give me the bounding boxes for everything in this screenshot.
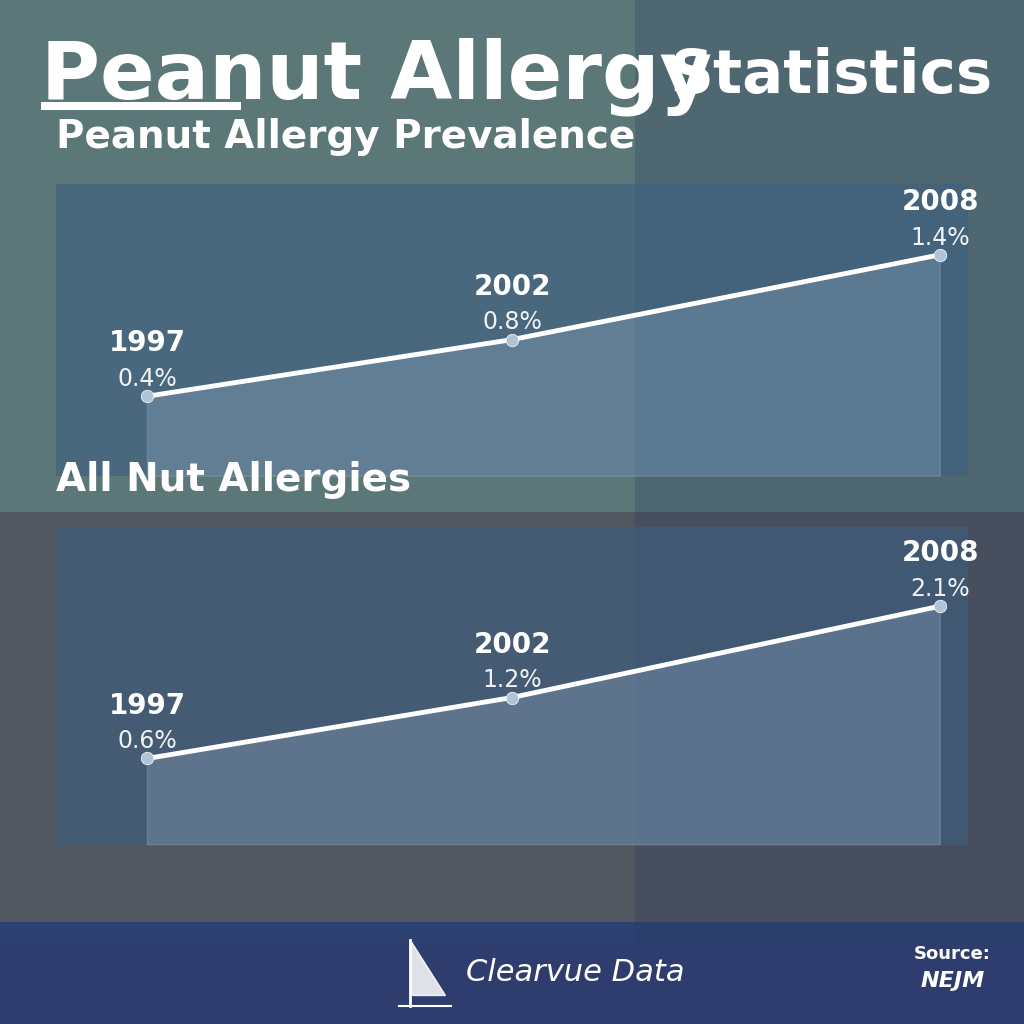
Polygon shape (147, 606, 940, 845)
Text: Statistics: Statistics (670, 47, 993, 106)
Text: 1.4%: 1.4% (910, 225, 970, 250)
Text: 2002: 2002 (473, 631, 551, 658)
Text: 1.2%: 1.2% (482, 669, 542, 692)
Bar (0, 0, 1024, 563)
Polygon shape (147, 255, 940, 476)
Text: 2002: 2002 (473, 272, 551, 301)
Text: Peanut Allergy Prevalence: Peanut Allergy Prevalence (56, 118, 636, 156)
Text: 2008: 2008 (901, 187, 979, 216)
Bar (56, 184, 968, 476)
Text: All Nut Allergies: All Nut Allergies (56, 461, 412, 499)
Bar (56, 527, 968, 845)
Text: 0.6%: 0.6% (118, 729, 177, 754)
Text: 2.1%: 2.1% (910, 577, 970, 601)
Text: 0.4%: 0.4% (118, 367, 177, 391)
Polygon shape (410, 940, 445, 995)
Text: 2008: 2008 (901, 540, 979, 567)
Text: Clearvue Data: Clearvue Data (466, 958, 685, 987)
Bar (0, 512, 1024, 942)
Bar (635, 0, 1024, 942)
Text: 1997: 1997 (109, 691, 186, 720)
Text: 0.8%: 0.8% (482, 310, 542, 335)
Bar (41, 102, 241, 110)
Text: Source:: Source: (913, 944, 991, 963)
Bar (0, 922, 1024, 1024)
Text: NEJM: NEJM (921, 971, 984, 991)
Text: 1997: 1997 (109, 330, 186, 357)
Text: Peanut Allergy: Peanut Allergy (41, 38, 712, 116)
